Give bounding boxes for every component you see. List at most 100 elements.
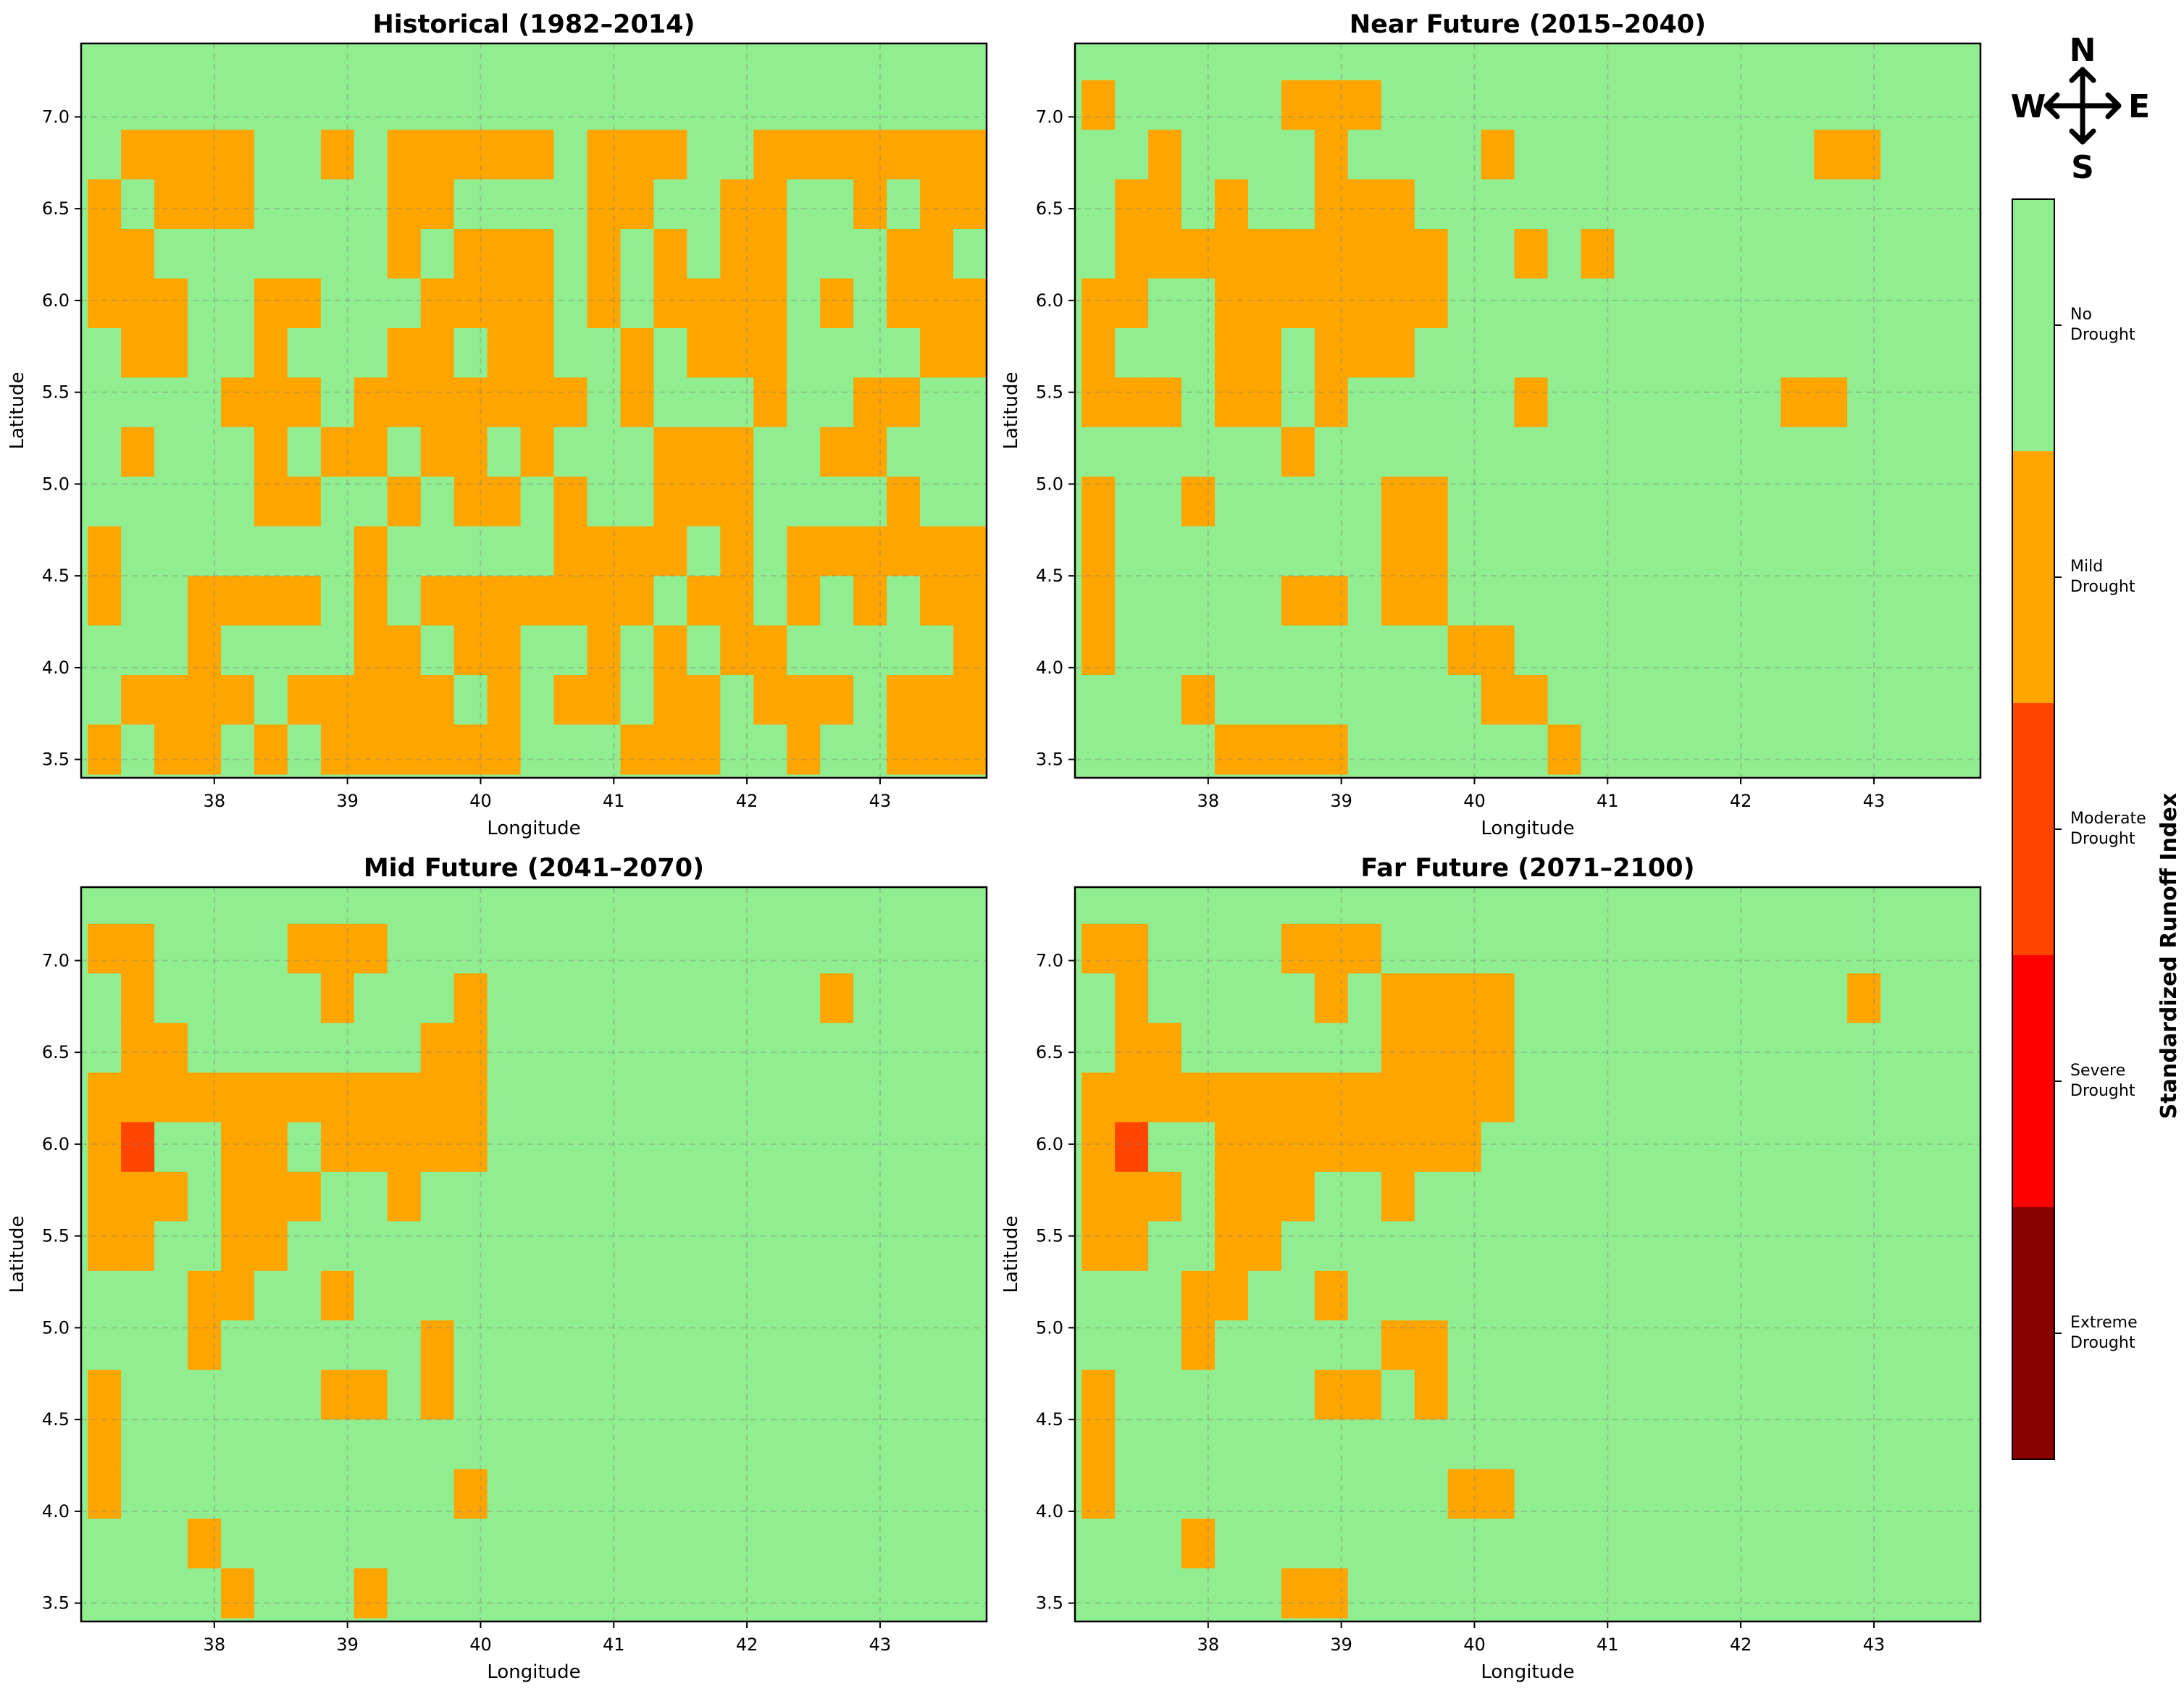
grid-cell: [687, 1519, 721, 1569]
grid-cell: [1347, 724, 1382, 775]
grid-cell: [154, 973, 188, 1024]
grid-cell: [320, 427, 355, 477]
grid-cell: [1347, 1023, 1382, 1073]
grid-cell: [188, 625, 222, 676]
grid-cell: [1215, 1568, 1249, 1619]
grid-cell: [1215, 1221, 1249, 1272]
grid-cell: [653, 327, 687, 378]
grid-cell: [1714, 1519, 1748, 1569]
grid-cell: [820, 576, 854, 626]
grid-cell: [1281, 1568, 1315, 1619]
grid-cell: [1481, 576, 1515, 626]
grid-cell: [1181, 229, 1216, 280]
grid-cell: [1081, 1122, 1116, 1172]
grid-cell: [88, 1469, 122, 1519]
grid-cell: [1381, 1320, 1415, 1371]
grid-cell: [1781, 377, 1815, 428]
grid-cell: [320, 576, 355, 626]
grid-cell: [1880, 477, 1915, 527]
grid-cell: [1081, 1073, 1116, 1123]
grid-cell: [1447, 1221, 1482, 1272]
grid-cell: [1447, 724, 1482, 775]
grid-cell: [1914, 179, 1948, 230]
grid-cell: [1614, 130, 1649, 180]
grid-cell: [1781, 1023, 1815, 1073]
grid-cell: [1614, 973, 1649, 1024]
grid-cell: [753, 278, 787, 329]
grid-cell: [1714, 1320, 1748, 1371]
grid-cell: [1247, 526, 1282, 576]
grid-cell: [254, 973, 288, 1024]
grid-cell: [953, 179, 987, 230]
grid-cell: [1281, 229, 1315, 280]
grid-cell: [1714, 1469, 1748, 1519]
grid-cell: [487, 130, 522, 180]
grid-cell: [920, 130, 954, 180]
grid-cell: [1847, 1369, 1881, 1420]
y-tick-label: 7.0: [1036, 950, 1063, 970]
grid-cell: [1614, 1122, 1649, 1172]
grid-cell: [1281, 973, 1315, 1024]
grid-cell: [953, 229, 987, 280]
grid-cell: [753, 179, 787, 230]
x-axis-label: Longitude: [487, 1661, 580, 1683]
grid-cell: [1714, 1568, 1748, 1619]
grid-cell: [353, 1568, 388, 1619]
grid-cell: [1414, 1023, 1449, 1073]
grid-cell: [487, 477, 522, 527]
grid-cell: [1381, 130, 1415, 180]
grid-cell: [553, 278, 588, 329]
grid-cell: [1581, 327, 1615, 378]
grid-cell: [1847, 1171, 1881, 1222]
grid-cell: [820, 278, 854, 329]
grid-cell: [787, 1122, 821, 1172]
grid-cell: [1781, 1171, 1815, 1222]
grid-cell: [1381, 625, 1415, 676]
grid-cell: [853, 1469, 887, 1519]
grid-cell: [1747, 576, 1781, 626]
grid-cell: [1447, 1122, 1482, 1172]
grid-cell: [254, 1073, 288, 1123]
grid-cell: [1115, 973, 1149, 1024]
grid-cell: [687, 576, 721, 626]
grid-cell: [953, 1369, 987, 1420]
x-tick-label: 43: [1863, 791, 1886, 811]
grid-cell: [254, 724, 288, 775]
grid-cell: [1781, 1320, 1815, 1371]
grid-cell: [487, 377, 522, 428]
grid-cell: [587, 1320, 622, 1371]
x-tick-label: 38: [1197, 1635, 1220, 1655]
grid-cell: [320, 973, 355, 1024]
grid-cell: [720, 130, 754, 180]
grid-cell: [221, 1023, 255, 1073]
grid-cell: [1814, 923, 1848, 974]
grid-cell: [1381, 1568, 1415, 1619]
grid-cell: [720, 625, 754, 676]
grid-cell: [1914, 1469, 1948, 1519]
grid-cell: [154, 923, 188, 974]
grid-cell: [1314, 576, 1349, 626]
grid-cell: [853, 327, 887, 378]
y-axis-label: Latitude: [1000, 1215, 1022, 1293]
grid-cell: [653, 477, 687, 527]
grid-cell: [1781, 1270, 1815, 1321]
y-axis-label: Latitude: [7, 1215, 28, 1293]
grid-cell: [620, 526, 655, 576]
grid-cell: [1281, 427, 1315, 477]
grid-cell: [520, 1369, 555, 1420]
grid-cell: [653, 179, 687, 230]
grid-cell: [1581, 1568, 1615, 1619]
grid-cell: [1281, 724, 1315, 775]
grid-cell: [387, 1171, 422, 1222]
x-tick-label: 38: [204, 791, 226, 811]
grid-cell: [787, 229, 821, 280]
grid-cell: [1747, 675, 1781, 726]
grid-cell: [88, 625, 122, 676]
grid-cell: [420, 427, 455, 477]
x-axis-label: Longitude: [1481, 818, 1574, 839]
grid-cell: [587, 1369, 622, 1420]
grid-cell: [1947, 179, 1981, 230]
grid-cell: [1747, 923, 1781, 974]
grid-cell: [221, 1270, 255, 1321]
grid-cell: [920, 576, 954, 626]
